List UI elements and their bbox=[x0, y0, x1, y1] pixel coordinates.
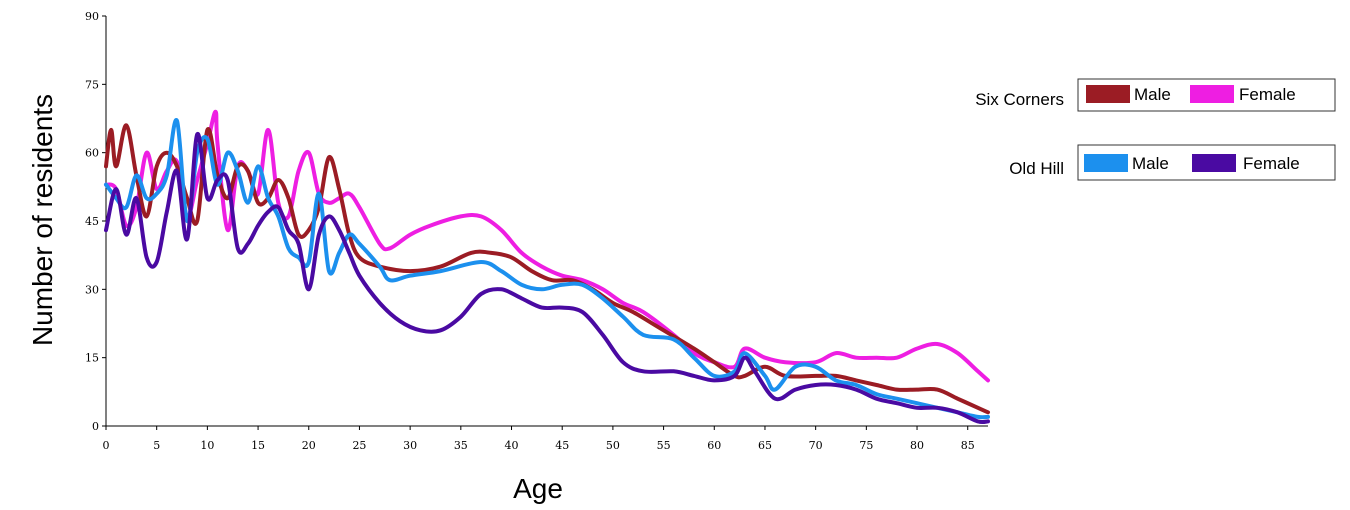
x-tick-label: 30 bbox=[403, 439, 417, 452]
legend-group-label-six-corners: Six Corners bbox=[975, 90, 1064, 109]
legend-swatch-six-corners-male bbox=[1086, 85, 1130, 103]
x-tick-label: 65 bbox=[758, 439, 772, 452]
series-line-six-corners-male bbox=[104, 123, 990, 415]
legend-swatch-six-corners-female bbox=[1190, 85, 1234, 103]
y-tick-label: 90 bbox=[85, 10, 99, 23]
legend-swatch-old-hill-male bbox=[1084, 154, 1128, 172]
series-line-old-hill-male bbox=[104, 118, 990, 420]
x-tick-label: 15 bbox=[251, 439, 265, 452]
legend-label-six-corners-male: Male bbox=[1134, 85, 1171, 104]
x-tick-label: 45 bbox=[555, 439, 569, 452]
x-axis-ticks: 0 5 10 15 20 25 30 35 40 45 50 55 60 65 70 75 80 85 bbox=[103, 426, 975, 452]
x-tick-label: 70 bbox=[809, 439, 823, 452]
x-tick-label: 5 bbox=[153, 439, 160, 452]
y-axis-label: Number of residents bbox=[27, 94, 58, 346]
x-tick-label: 85 bbox=[961, 439, 975, 452]
legend-label-six-corners-female: Female bbox=[1239, 85, 1296, 104]
series-line-old-hill-female bbox=[104, 132, 990, 425]
x-tick-label: 80 bbox=[910, 439, 924, 452]
y-tick-label: 45 bbox=[85, 215, 99, 228]
x-tick-label: 50 bbox=[606, 439, 620, 452]
legend-label-old-hill-male: Male bbox=[1132, 154, 1169, 173]
y-axis-ticks: 0 15 30 45 60 75 90 bbox=[85, 10, 106, 433]
legend-group-label-old-hill: Old Hill bbox=[1009, 159, 1064, 178]
x-tick-label: 0 bbox=[103, 439, 110, 452]
legend: Six Corners Male Female Old Hill Male Female bbox=[975, 78, 1336, 181]
x-tick-label: 35 bbox=[454, 439, 468, 452]
x-tick-label: 20 bbox=[302, 439, 316, 452]
y-tick-label: 75 bbox=[85, 78, 99, 91]
y-tick-label: 30 bbox=[85, 283, 99, 296]
x-tick-label: 25 bbox=[352, 439, 366, 452]
y-tick-label: 60 bbox=[85, 147, 99, 160]
x-tick-label: 60 bbox=[707, 439, 721, 452]
y-tick-label: 15 bbox=[85, 352, 99, 365]
series-layer bbox=[104, 109, 990, 425]
x-axis-label: Age bbox=[513, 473, 563, 504]
legend-label-old-hill-female: Female bbox=[1243, 154, 1300, 173]
x-tick-label: 55 bbox=[657, 439, 671, 452]
x-tick-label: 10 bbox=[200, 439, 214, 452]
x-tick-label: 40 bbox=[505, 439, 519, 452]
y-tick-label: 0 bbox=[92, 420, 99, 433]
plot-area: 0 15 30 45 60 75 90 0 5 10 15 20 25 30 35 40 45 50 55 60 65… bbox=[85, 10, 990, 452]
x-tick-label: 75 bbox=[859, 439, 873, 452]
legend-swatch-old-hill-female bbox=[1192, 154, 1236, 172]
